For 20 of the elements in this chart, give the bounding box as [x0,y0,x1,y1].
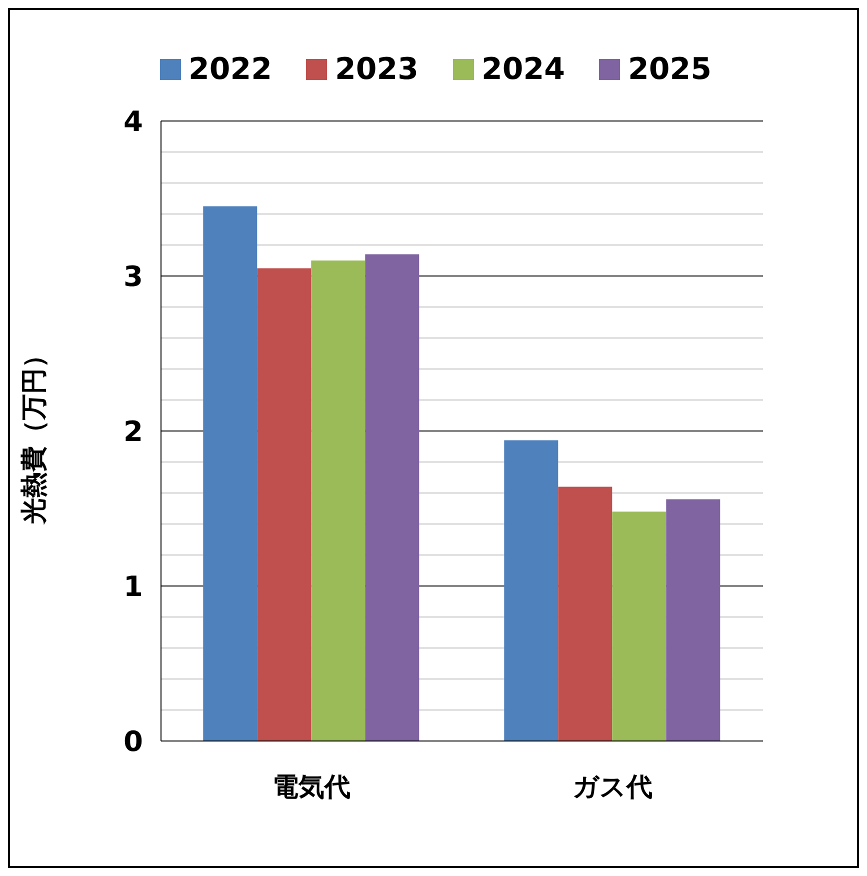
y-tick-label: 2 [124,414,143,448]
bar [203,206,258,741]
bar [504,440,558,741]
legend-label: 2022 [188,52,272,87]
bar [558,486,612,741]
y-tick-label: 1 [124,570,143,603]
bar [257,268,312,741]
legend-label: 2024 [482,52,565,87]
y-axis-title: 光熱費（万円） [18,342,50,524]
bar [612,512,666,741]
y-tick-label: 3 [124,260,143,293]
bar [365,254,420,741]
legend-label: 2023 [335,52,418,87]
y-tick-label: 0 [124,724,143,758]
x-tick-label: ガス代 [572,772,652,802]
bar [311,260,366,741]
x-tick-label: 電気代 [272,772,350,802]
y-tick-label: 4 [124,104,143,138]
bar [666,499,720,741]
legend-label: 2025 [628,52,712,87]
